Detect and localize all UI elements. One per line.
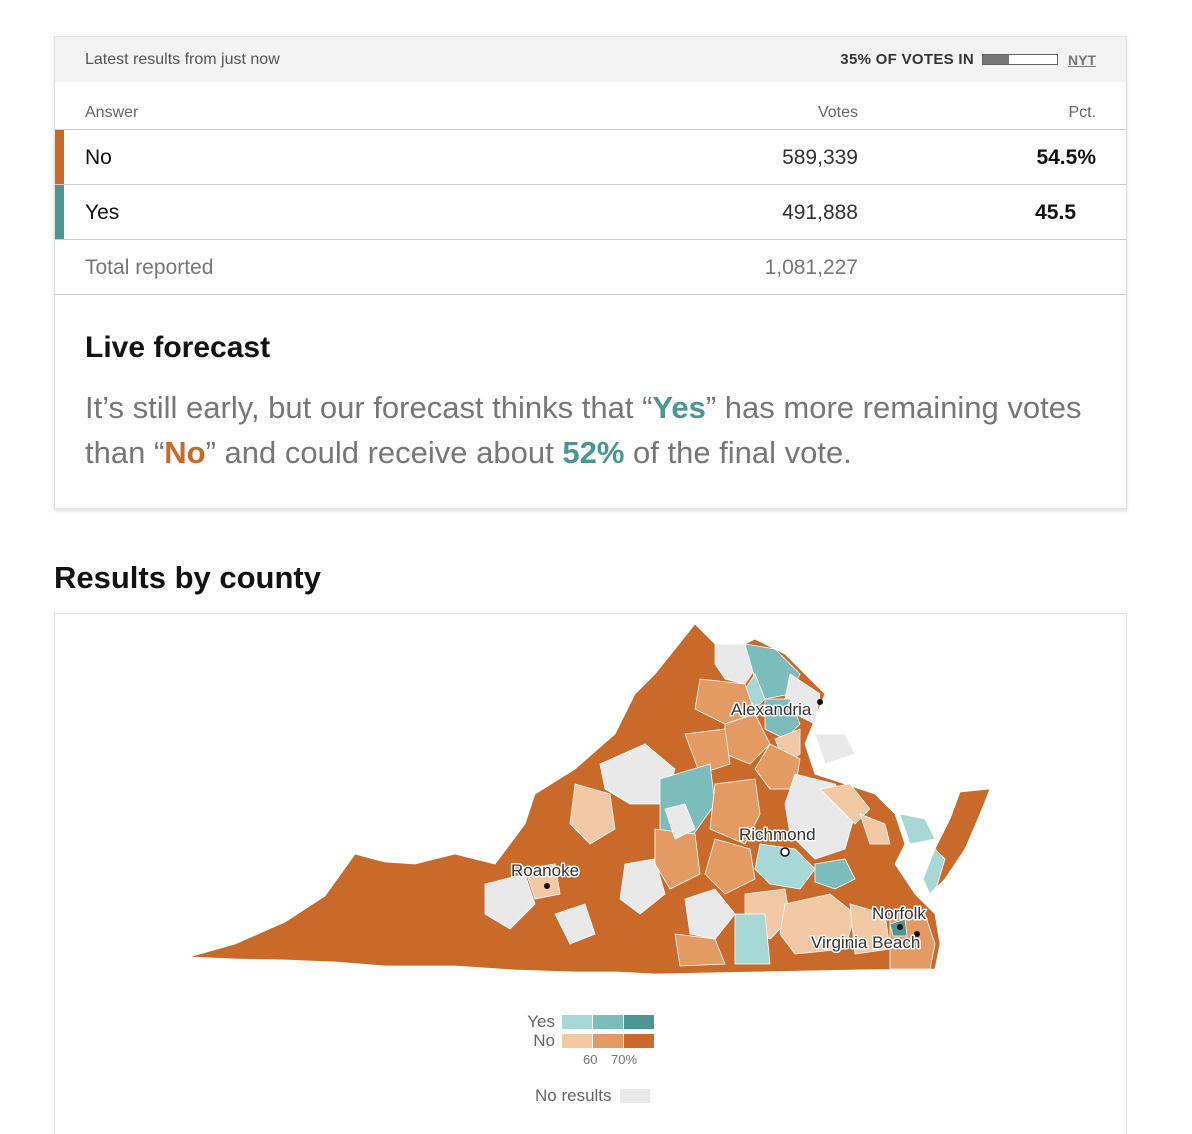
reporting-status: 35% OF VOTES IN NYT — [840, 51, 1096, 68]
latest-results-label: Latest results from just now — [85, 50, 280, 68]
city-label-virginia-beach: Virginia Beach — [811, 933, 920, 952]
county-no-mid — [684, 728, 731, 775]
total-votes: 1,081,227 — [764, 256, 858, 279]
county-no-mid — [754, 743, 801, 790]
forecast-text-part: ” has more remaining votes than “ — [85, 390, 1082, 470]
county-no-mid — [654, 828, 701, 890]
forecast-pct: 52% — [562, 435, 625, 470]
city-label-richmond: Richmond — [739, 825, 816, 844]
total-reported-row: Total reported 1,081,227 — [55, 240, 1126, 295]
county-map-card: Alexandria Richmond Roanoke Norfolk Virg… — [54, 613, 1127, 1134]
legend-no-label: No — [533, 1031, 555, 1050]
forecast-yes: Yes — [652, 390, 706, 425]
legend-yes-label: Yes — [527, 1012, 555, 1031]
virginia-county-map: Alexandria Richmond Roanoke Norfolk Virg… — [188, 623, 991, 975]
live-forecast: Live forecast It’s still early, but our … — [85, 331, 1085, 475]
virginia-beach-marker — [914, 931, 920, 937]
vote-count: 491,888 — [782, 201, 858, 224]
forecast-no: No — [164, 435, 206, 470]
county-no-results — [484, 873, 536, 930]
county-no-light — [569, 783, 616, 845]
county-no-results — [554, 903, 596, 945]
city-label-alexandria: Alexandria — [731, 700, 812, 719]
results-card: Latest results from just now 35% OF VOTE… — [54, 36, 1127, 509]
map-legend: Yes No 60 70% No results — [525, 1012, 725, 1112]
result-row-no: No 589,339 54.5% — [55, 130, 1126, 185]
results-table-header: Answer Votes Pct. — [55, 82, 1126, 130]
legend-no-swatch-1 — [562, 1034, 592, 1048]
legend-yes-row: Yes — [525, 1012, 655, 1032]
legend-yes-swatch-2 — [593, 1015, 623, 1029]
vote-count: 589,339 — [782, 146, 858, 169]
county-yes-light — [754, 843, 816, 890]
no-color-swatch — [55, 130, 64, 184]
legend-no-results-label: No results — [535, 1086, 612, 1105]
legend-no-swatch-3 — [624, 1034, 654, 1048]
votes-in-progress-bar — [982, 54, 1058, 65]
votes-in-label: 35% OF VOTES IN — [840, 51, 974, 68]
county-yes — [814, 858, 856, 890]
nyt-estimate-link[interactable]: NYT — [1068, 51, 1096, 68]
legend-yes-swatch-1 — [562, 1015, 592, 1029]
legend-no-results-swatch — [619, 1089, 650, 1103]
county-shapes — [484, 643, 936, 970]
answer-column-header: Answer — [85, 104, 139, 121]
results-header: Latest results from just now 35% OF VOTE… — [55, 37, 1126, 82]
county-yes — [764, 698, 801, 740]
votes-in-progress-fill — [983, 55, 1009, 64]
forecast-text-part: of the final vote. — [624, 435, 852, 470]
forecast-text-part: It’s still early, but our forecast think… — [85, 390, 653, 425]
legend-no-row: No — [525, 1031, 655, 1051]
vote-percent: 54.5% — [1036, 146, 1096, 169]
county-no-mid — [674, 933, 726, 967]
county-no-light — [859, 813, 891, 845]
answer-name: No — [85, 146, 112, 169]
county-no-results — [684, 888, 736, 940]
county-no-mid — [709, 778, 761, 845]
legend-no-swatch-2 — [593, 1034, 623, 1048]
votes-column-header: Votes — [817, 104, 858, 121]
yes-color-swatch — [55, 185, 64, 239]
pct-column-header: Pct. — [1068, 104, 1096, 121]
legend-no-results: No results — [535, 1086, 650, 1106]
answer-name: Yes — [85, 201, 120, 224]
city-label-norfolk: Norfolk — [872, 904, 926, 923]
legend-tick-70: 70% — [611, 1052, 638, 1067]
roanoke-marker — [544, 883, 550, 889]
county-no-light — [779, 893, 856, 955]
total-label: Total reported — [85, 256, 214, 279]
county-no-mid — [704, 838, 756, 895]
county-yes-light — [734, 913, 771, 965]
county-yes-light — [744, 673, 766, 710]
result-row-yes: Yes 491,888 45.5 — [55, 185, 1126, 240]
forecast-title: Live forecast — [85, 331, 271, 364]
county-no-results — [619, 858, 666, 915]
county-no-results — [814, 733, 856, 765]
eastern-shore-south — [922, 848, 946, 895]
county-no-light — [524, 863, 561, 900]
forecast-text: It’s still early, but our forecast think… — [85, 385, 1085, 475]
city-markers — [544, 699, 920, 937]
county-no-results — [664, 803, 696, 840]
city-label-roanoke: Roanoke — [511, 861, 579, 880]
forecast-text-part: ” and could receive about — [205, 435, 563, 470]
legend-tick-60: 60 — [583, 1052, 598, 1067]
results-by-county-title: Results by county — [54, 560, 321, 595]
vote-percent: 45.5 — [1035, 201, 1076, 224]
norfolk-marker — [897, 924, 903, 930]
county-no-light — [819, 783, 871, 825]
legend-yes-swatch-3 — [624, 1015, 654, 1029]
richmond-marker — [780, 847, 790, 857]
county-yes-light — [899, 813, 936, 845]
alexandria-marker — [817, 699, 823, 705]
